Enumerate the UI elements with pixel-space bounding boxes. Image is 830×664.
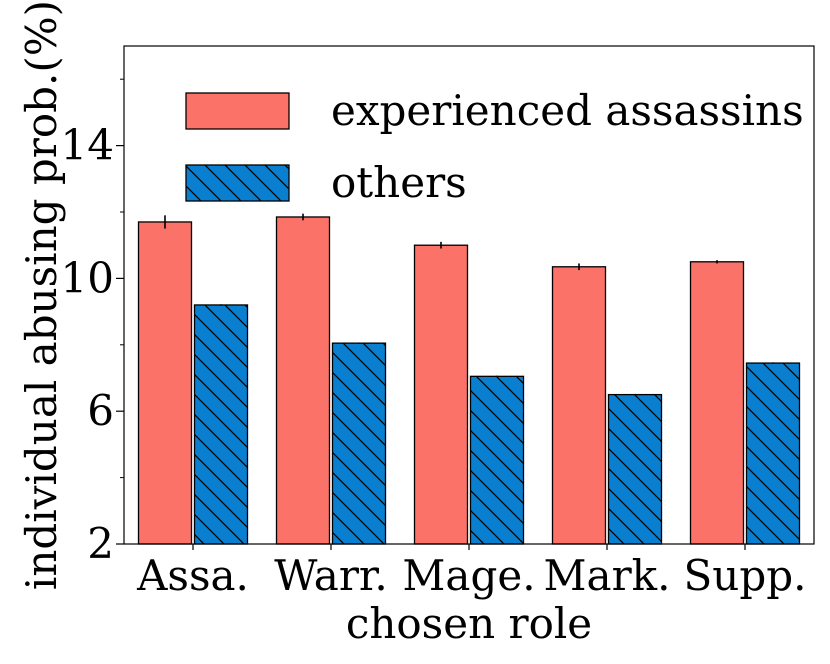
x-tick-label: Mark. <box>544 551 671 600</box>
x-tick-label: Assa. <box>136 551 249 600</box>
bar-hatch-assa <box>194 304 248 544</box>
legend-label-others: others <box>331 158 467 207</box>
y-tick-label: 10 <box>61 253 114 302</box>
bar-hatch-mark <box>608 394 662 544</box>
bar-experienced-assassins-warr <box>275 216 331 545</box>
y-tick-label: 14 <box>61 121 114 170</box>
y-axis-label: individual abusing prob.(%) <box>17 0 66 590</box>
ticks-layer: Assa. Warr. Mage. Mark. Supp. 2 6 10 14 <box>61 78 807 600</box>
x-tick-label: Warr. <box>274 551 387 600</box>
bar-experienced-assassins-mage <box>413 244 469 545</box>
bar-hatch-warr <box>332 343 386 544</box>
bar-hatch-mage <box>470 376 524 544</box>
legend-label-experienced-assassins: experienced assassins <box>331 86 804 135</box>
x-tick-label: Supp. <box>684 551 807 600</box>
y-tick-label: 2 <box>87 519 114 568</box>
bar-experienced-assassins-mark <box>551 266 607 545</box>
y-tick-label: 6 <box>87 386 114 435</box>
bar-experienced-assassins-assa <box>137 221 193 545</box>
bar-experienced-assassins-supp <box>689 261 745 545</box>
legend-swatch-experienced-assassins <box>185 92 290 130</box>
bars-layer <box>137 213 801 545</box>
x-axis-label: chosen role <box>346 599 592 648</box>
legend-swatch-hatch <box>186 165 289 201</box>
legend: experienced assassins others <box>185 86 804 207</box>
bar-hatch-supp <box>746 363 800 544</box>
x-tick-label: Mage. <box>402 551 535 600</box>
